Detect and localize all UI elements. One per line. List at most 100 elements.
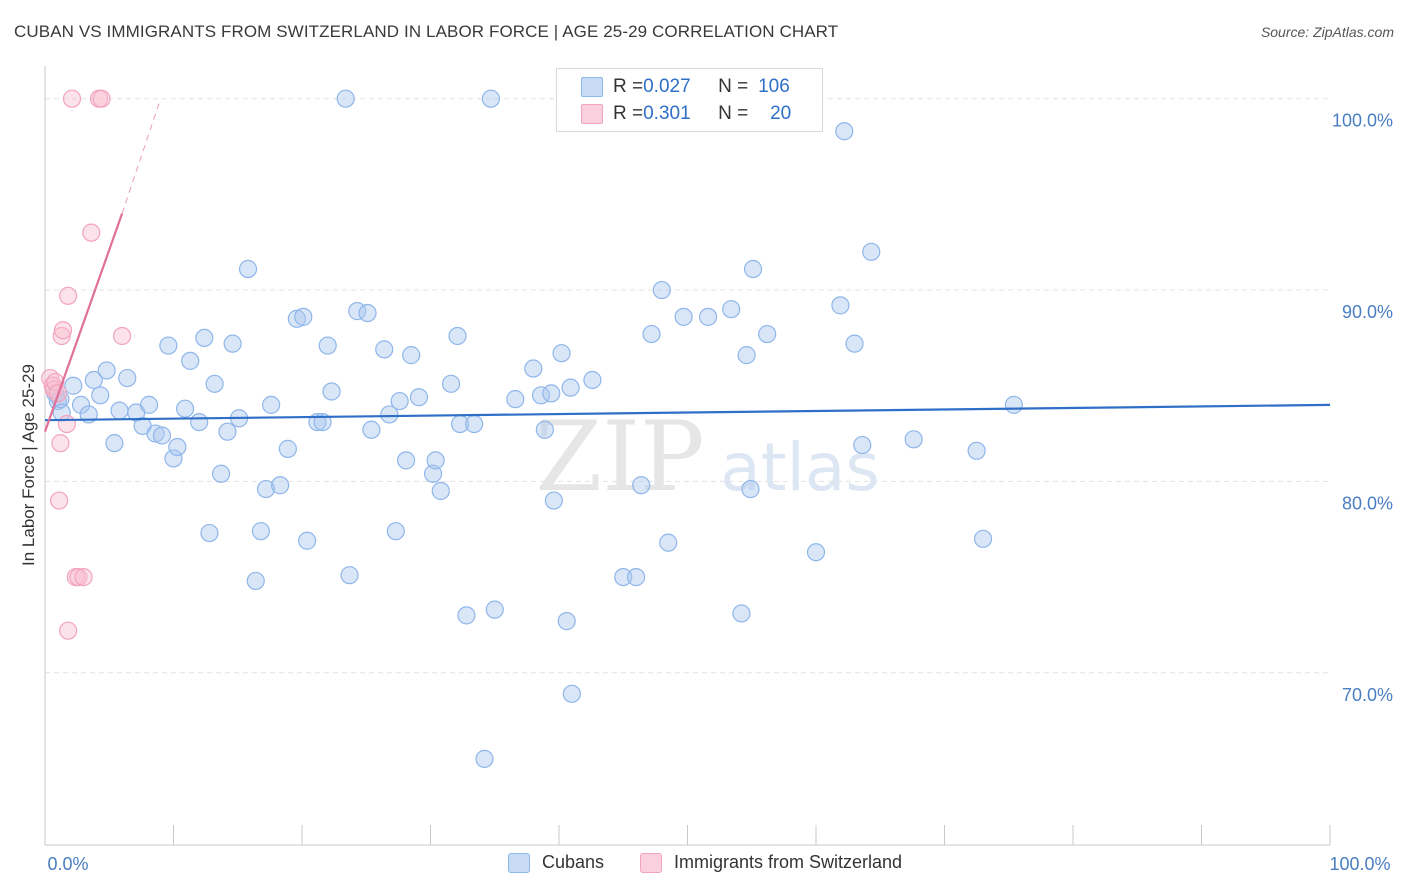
point-cubans bbox=[218, 422, 237, 441]
point-cubans bbox=[967, 441, 986, 460]
point-cubans bbox=[561, 378, 580, 397]
point-cubans bbox=[211, 464, 231, 483]
point-cubans bbox=[758, 324, 777, 344]
stats-legend: R = 0.027 N = 106 R = 0.301 N = 20 bbox=[556, 68, 823, 132]
y-tick-label: 80.0% bbox=[1342, 493, 1393, 513]
point-cubans bbox=[390, 391, 409, 411]
y-axis-label: In Labor Force | Age 25-29 bbox=[19, 364, 38, 566]
point-cubans bbox=[741, 479, 760, 499]
legend-label-cubans: Cubans bbox=[542, 852, 605, 872]
point-cubans bbox=[262, 395, 281, 414]
point-cubans bbox=[256, 479, 276, 499]
point-cubans bbox=[743, 259, 763, 279]
point-cubans bbox=[485, 600, 504, 619]
point-cubans bbox=[402, 346, 421, 365]
point-cubans bbox=[362, 420, 381, 439]
point-cubans bbox=[139, 395, 159, 414]
point-cubans bbox=[152, 426, 172, 445]
point-cubans bbox=[386, 522, 405, 541]
point-cubans bbox=[441, 374, 461, 393]
point-swiss bbox=[46, 372, 65, 392]
point-cubans bbox=[238, 259, 258, 279]
point-cubans bbox=[287, 309, 306, 328]
legend-row-swiss: R = 0.301 N = 20 bbox=[581, 101, 791, 127]
point-cubans bbox=[904, 430, 923, 449]
legend-item-cubans[interactable]: Cubans bbox=[508, 852, 604, 873]
point-cubans bbox=[659, 533, 678, 552]
point-swiss bbox=[59, 286, 78, 305]
legend-n-value-cubans: 106 bbox=[758, 76, 790, 97]
point-cubans bbox=[294, 307, 313, 326]
point-cubans bbox=[506, 390, 525, 409]
y-tick-label: 90.0% bbox=[1342, 302, 1393, 322]
point-cubans bbox=[557, 612, 576, 631]
point-cubans bbox=[652, 280, 671, 300]
point-cubans bbox=[1004, 395, 1023, 414]
tick-labels: 70.0% 80.0% 90.0% 100.0% 0.0% 100.0% bbox=[47, 111, 1393, 874]
axes bbox=[44, 66, 1331, 846]
trend-line-cubans bbox=[44, 403, 1331, 422]
point-swiss bbox=[50, 491, 69, 510]
legend-r-label: R = bbox=[613, 76, 644, 97]
point-cubans bbox=[168, 437, 187, 457]
series-cubans bbox=[46, 89, 1023, 768]
point-cubans bbox=[358, 303, 377, 323]
point-cubans bbox=[845, 334, 864, 353]
point-cubans bbox=[853, 435, 872, 455]
point-cubans bbox=[246, 571, 265, 591]
point-swiss bbox=[92, 89, 111, 108]
point-cubans bbox=[190, 412, 209, 432]
legend-swatch-swiss bbox=[581, 104, 603, 124]
point-cubans bbox=[340, 566, 359, 585]
point-cubans bbox=[698, 307, 718, 326]
point-cubans bbox=[110, 401, 129, 420]
x-tick-label: 0.0% bbox=[47, 854, 88, 874]
point-cubans bbox=[278, 439, 297, 458]
point-cubans bbox=[396, 451, 416, 470]
point-swiss bbox=[74, 567, 93, 587]
source-credit: Source: ZipAtlas.com bbox=[1260, 24, 1394, 40]
legend-r-value-cubans: 0.027 bbox=[643, 76, 691, 97]
point-cubans bbox=[544, 491, 563, 510]
point-cubans bbox=[614, 567, 633, 587]
point-cubans bbox=[562, 684, 581, 703]
point-cubans bbox=[105, 434, 124, 453]
point-cubans bbox=[322, 382, 341, 401]
point-cubans bbox=[835, 122, 854, 141]
point-cubans bbox=[318, 336, 337, 355]
point-swiss bbox=[52, 326, 71, 346]
watermark-zip: ZIP bbox=[535, 401, 704, 513]
legend-n-value-swiss: 20 bbox=[770, 103, 792, 124]
point-cubans bbox=[205, 374, 224, 393]
point-swiss bbox=[82, 223, 101, 242]
point-cubans bbox=[583, 370, 602, 390]
point-swiss bbox=[57, 414, 76, 434]
legend-r-label: R = bbox=[613, 103, 644, 124]
legend-swatch-cubans bbox=[581, 77, 603, 97]
point-cubans bbox=[91, 386, 110, 405]
gridlines bbox=[45, 98, 1330, 674]
point-swiss bbox=[62, 89, 82, 108]
legend-item-swiss[interactable]: Immigrants from Switzerland bbox=[640, 852, 902, 873]
point-cubans bbox=[195, 328, 214, 348]
point-cubans bbox=[181, 351, 200, 370]
legend-r-value-swiss: 0.301 bbox=[643, 103, 691, 124]
point-swiss bbox=[112, 326, 132, 346]
point-cubans bbox=[175, 399, 195, 418]
point-cubans bbox=[375, 340, 394, 359]
point-cubans bbox=[806, 543, 826, 562]
x-tick-label: 100.0% bbox=[1329, 854, 1390, 874]
point-cubans bbox=[223, 334, 242, 353]
point-cubans bbox=[674, 307, 693, 326]
legend-n-label: N = bbox=[718, 103, 749, 124]
point-cubans bbox=[973, 529, 993, 548]
legend-swatch-cubans bbox=[508, 852, 530, 873]
point-cubans bbox=[457, 606, 476, 625]
point-cubans bbox=[159, 336, 178, 355]
point-cubans bbox=[97, 361, 116, 380]
point-cubans bbox=[164, 449, 183, 468]
point-cubans bbox=[298, 531, 317, 550]
point-cubans bbox=[146, 424, 165, 443]
y-tick-label: 70.0% bbox=[1342, 685, 1393, 705]
